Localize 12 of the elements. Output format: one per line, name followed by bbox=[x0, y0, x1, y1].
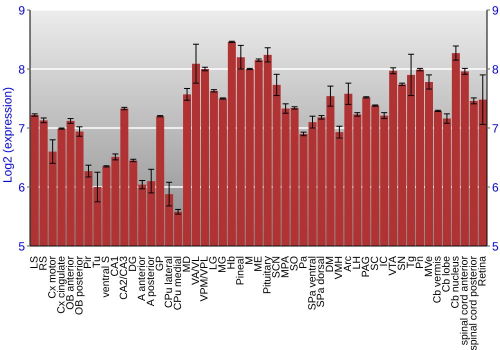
y-tick-label: 5 bbox=[18, 239, 26, 254]
y-tick-label: 6 bbox=[18, 180, 26, 194]
y2-tick-label: 6 bbox=[492, 180, 499, 194]
x-tick-label: DG bbox=[127, 256, 140, 272]
y2-tick-label: 8 bbox=[492, 62, 499, 76]
y-axis-title: Log2 (expression) bbox=[0, 86, 14, 183]
y-tick-label: 9 bbox=[18, 3, 26, 18]
y2-tick-label: 5 bbox=[492, 239, 499, 254]
y-tick-label: 8 bbox=[18, 62, 26, 76]
y-tick-label: 7 bbox=[18, 121, 26, 136]
y2-tick-label: 7 bbox=[492, 121, 499, 136]
y2-tick-label: 9 bbox=[492, 3, 499, 18]
